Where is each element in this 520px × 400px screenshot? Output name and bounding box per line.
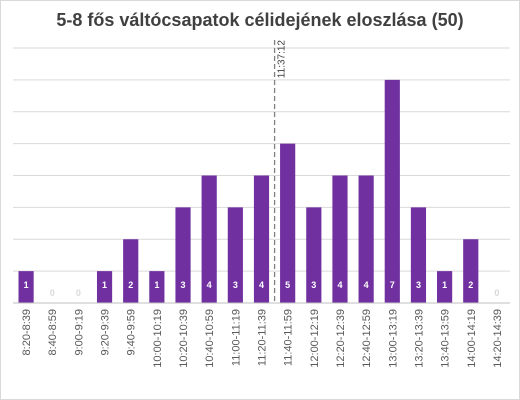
- x-tick-label: 10:00-10:19: [152, 309, 164, 368]
- x-tick-label: 13:20-13:39: [413, 309, 425, 368]
- x-tick-label: 12:20-12:39: [335, 309, 347, 368]
- x-tick-label: 13:40-13:59: [440, 309, 452, 368]
- data-label: 4: [259, 280, 264, 290]
- x-tick-label: 10:40-10:59: [204, 309, 216, 368]
- data-label: 0: [50, 288, 55, 298]
- data-label: 0: [76, 288, 81, 298]
- bar: [201, 175, 217, 303]
- bar: [463, 239, 479, 303]
- data-label: 3: [416, 280, 421, 290]
- bar: [175, 207, 191, 303]
- x-tick-label: 11:00-11:19: [230, 309, 242, 366]
- bar: [332, 175, 348, 303]
- bar: [410, 207, 427, 303]
- x-tick-label: 9:40-9:59: [126, 309, 138, 355]
- bar: [227, 207, 243, 303]
- data-label: 0: [494, 288, 499, 298]
- data-label: 1: [102, 280, 107, 290]
- data-label: 1: [24, 280, 29, 290]
- data-label: 5: [285, 280, 290, 290]
- data-label: 4: [337, 280, 342, 290]
- data-label: 1: [442, 280, 447, 290]
- data-label: 2: [468, 280, 473, 290]
- bar: [149, 271, 165, 303]
- x-tick-label: 8:40-8:59: [47, 309, 59, 355]
- x-tick-label: 11:40-11:59: [283, 309, 295, 366]
- data-label: 2: [128, 280, 133, 290]
- x-tick-label: 10:20-10:39: [178, 309, 190, 368]
- x-tick-label: 9:00-9:19: [73, 309, 85, 355]
- x-tick-label: 12:00-12:19: [309, 309, 321, 368]
- x-tick-label: 9:20-9:39: [100, 309, 112, 355]
- data-label: 3: [181, 280, 186, 290]
- data-label: 3: [311, 280, 316, 290]
- x-tick-label: 14:20-14:39: [492, 309, 504, 368]
- x-tick-label: 12:40-12:59: [361, 309, 373, 368]
- bar: [280, 143, 296, 303]
- data-label: 4: [364, 280, 369, 290]
- bar: [253, 175, 270, 303]
- bar: [358, 175, 374, 303]
- x-tick-label: 11:20-11:39: [257, 309, 269, 366]
- data-label: 7: [390, 280, 395, 290]
- data-label: 1: [154, 280, 159, 290]
- data-label: 4: [207, 280, 212, 290]
- x-tick-label: 13:00-13:19: [387, 309, 399, 368]
- bar: [384, 79, 400, 303]
- data-label: 3: [233, 280, 238, 290]
- bar: [437, 271, 453, 303]
- x-tick-label: 8:20-8:39: [21, 309, 33, 355]
- bar: [306, 207, 322, 303]
- chart-title: 5-8 fős váltócsapatok célidejének eloszl…: [56, 10, 464, 30]
- bar: [18, 271, 34, 303]
- marker-label: 11:37:12: [277, 40, 288, 79]
- bar: [123, 239, 139, 303]
- bar: [96, 271, 113, 303]
- x-tick-label: 14:00-14:19: [466, 309, 478, 368]
